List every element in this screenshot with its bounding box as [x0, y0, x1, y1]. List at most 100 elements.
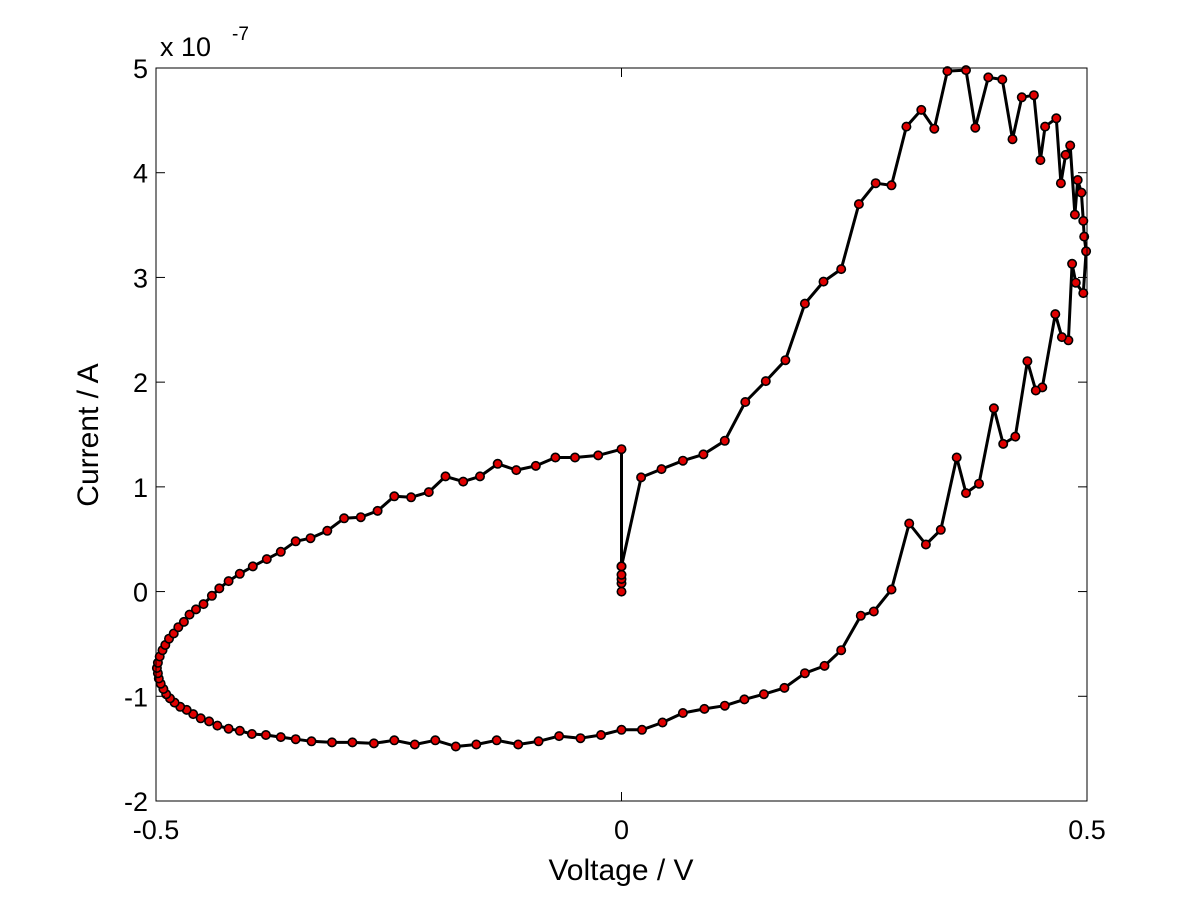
data-point-marker	[616, 569, 627, 580]
x-tick-label: -0.5	[133, 815, 180, 845]
data-point-marker	[184, 609, 195, 620]
data-point-marker	[929, 123, 940, 134]
data-point-marker	[246, 728, 257, 739]
data-point-marker	[595, 729, 606, 740]
data-point-marker	[942, 66, 953, 77]
data-point-marker	[212, 720, 223, 731]
data-point-marker	[198, 599, 209, 610]
data-point-marker	[997, 74, 1008, 85]
y-multiplier-label: x 10	[160, 32, 211, 62]
data-point-marker	[855, 610, 866, 621]
data-point-marker	[760, 376, 771, 387]
data-point-marker	[247, 561, 258, 572]
x-axis: -0.5 0 0.5	[133, 68, 1106, 845]
data-point-marker	[1060, 149, 1071, 160]
data-point-marker	[616, 444, 627, 455]
data-point-marker	[511, 465, 522, 476]
y-tick-label: 3	[133, 263, 148, 293]
data-point-marker	[698, 449, 709, 460]
data-point-marker	[616, 724, 627, 735]
data-point-marker	[988, 403, 999, 414]
data-point-marker	[1069, 209, 1080, 220]
data-point-marker	[306, 736, 317, 747]
data-point-marker	[347, 737, 358, 748]
data-point-marker	[458, 476, 469, 487]
data-point-marker	[818, 276, 829, 287]
data-point-marker	[491, 735, 502, 746]
y-tick-label: 5	[133, 54, 148, 84]
data-point-marker	[450, 741, 461, 752]
data-point-marker	[409, 739, 420, 750]
data-point-marker	[920, 539, 931, 550]
data-point-marker	[1010, 431, 1021, 442]
data-point-marker	[554, 731, 565, 742]
data-point-marker	[779, 682, 790, 693]
data-point-marker	[1056, 332, 1067, 343]
data-point-marker	[290, 734, 301, 745]
data-point-marker	[1065, 140, 1076, 151]
data-point-marker	[636, 724, 647, 735]
data-point-marker	[372, 505, 383, 516]
y-tick-label: -2	[124, 787, 148, 817]
data-point-marker	[904, 518, 915, 529]
data-point-marker	[719, 435, 730, 446]
data-point-marker	[677, 455, 688, 466]
data-point-marker	[593, 450, 604, 461]
data-point-marker	[916, 104, 927, 115]
y-axis-label: Current / A	[72, 363, 105, 506]
data-point-marker	[223, 576, 234, 587]
data-point-marker	[513, 739, 524, 750]
data-point-marker	[339, 513, 350, 524]
data-point-marker	[657, 717, 668, 728]
data-point-marker	[1035, 155, 1046, 166]
data-point-marker	[575, 733, 586, 744]
data-point-marker	[206, 590, 217, 601]
data-point-marker	[983, 72, 994, 83]
data-point-marker	[1079, 231, 1090, 242]
data-point-marker	[1050, 309, 1061, 320]
data-point-marker	[214, 583, 225, 594]
data-point-marker	[616, 561, 627, 572]
data-point-marker	[656, 464, 667, 475]
data-point-marker	[636, 472, 647, 483]
data-point-marker	[886, 584, 897, 595]
series-line	[155, 68, 1088, 748]
data-point-marker	[1040, 121, 1051, 132]
data-point-marker	[471, 739, 482, 750]
data-point-marker	[951, 452, 962, 463]
data-point-marker	[677, 707, 688, 718]
data-point-marker	[1078, 215, 1089, 226]
y-tick-label: 0	[133, 578, 148, 608]
data-point-marker	[430, 735, 441, 746]
data-point-marker	[1028, 90, 1039, 101]
data-point-marker	[853, 199, 864, 210]
data-point-marker	[423, 487, 434, 498]
data-point-marker	[1022, 356, 1033, 367]
data-point-marker	[322, 525, 333, 536]
data-point-marker	[870, 178, 881, 189]
data-point-marker	[1081, 246, 1092, 257]
data-point-marker	[368, 738, 379, 749]
data-point-marker	[191, 604, 202, 615]
data-point-marker	[178, 616, 189, 627]
data-point-marker	[492, 458, 503, 469]
data-point-marker	[960, 65, 971, 76]
data-point-marker	[260, 729, 271, 740]
y-tick-label: 1	[133, 473, 148, 503]
series-layer	[151, 65, 1092, 752]
data-point-marker	[204, 716, 215, 727]
data-point-marker	[960, 488, 971, 499]
data-point-marker	[901, 121, 912, 132]
data-point-marker	[719, 700, 730, 711]
data-point-marker	[355, 512, 366, 523]
data-point-marker	[440, 471, 451, 482]
y-axis: -2 -1 0 1 2 3 4 5	[124, 54, 1087, 817]
data-point-marker	[389, 735, 400, 746]
x-axis-label: Voltage / V	[548, 854, 693, 887]
data-point-marker	[1030, 385, 1041, 396]
data-point-marker	[886, 180, 897, 191]
x-tick-label: 0	[614, 815, 629, 845]
plot-area	[151, 65, 1092, 802]
data-point-marker	[474, 471, 485, 482]
